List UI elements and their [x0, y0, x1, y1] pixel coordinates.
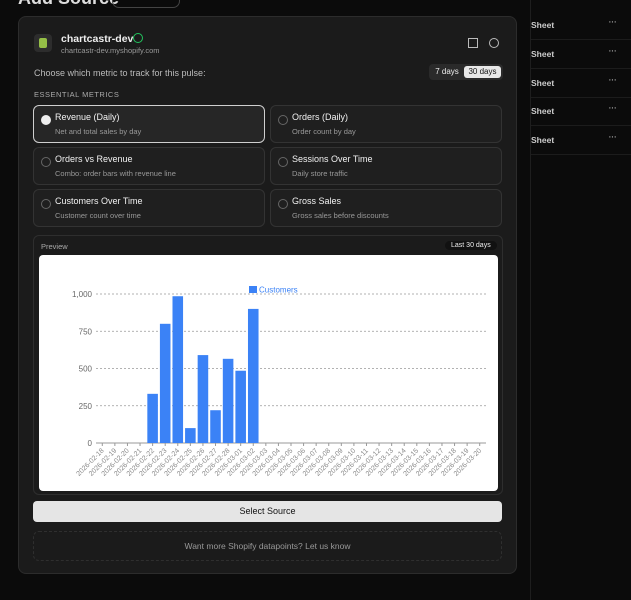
legend-label: Customers [259, 286, 298, 295]
y-tick-label: 750 [79, 327, 93, 336]
page-title: Add Source [18, 0, 119, 9]
row-divider [531, 154, 631, 156]
metric-title: Revenue (Daily) [55, 112, 120, 122]
divider [530, 0, 531, 600]
metric-option[interactable]: Customers Over Time Customer count over t… [33, 189, 265, 227]
prompt: Choose which metric to track for this pu… [34, 68, 206, 78]
range-button[interactable]: 7 days [435, 67, 459, 76]
metric-option[interactable]: Gross Sales Gross sales before discounts [270, 189, 502, 227]
metric-title: Orders (Daily) [292, 112, 349, 122]
sheet-tag[interactable]: Sheet [531, 106, 555, 117]
radio [41, 157, 51, 167]
feedback-link[interactable]: Want more Shopify datapoints? Let us kno… [33, 531, 502, 561]
sheet-tag[interactable]: Sheet [531, 48, 555, 59]
sheet-tag[interactable]: Sheet [531, 135, 555, 146]
preview-label: Preview [41, 242, 68, 251]
legend-swatch [249, 286, 257, 293]
bar [235, 370, 246, 443]
metric-desc: Net and total sales by day [55, 127, 142, 136]
settings-icon[interactable] [489, 38, 499, 48]
radio [41, 199, 51, 209]
bar [247, 308, 259, 443]
metric-option[interactable]: Sessions Over Time Daily store traffic [270, 147, 502, 185]
metric-title: Customers Over Time [55, 196, 143, 206]
more-icon[interactable]: ··· [608, 73, 617, 86]
bar [172, 296, 184, 443]
source-card: chartcastr-dev chartcastr-dev.myshopify.… [18, 16, 517, 574]
radio [278, 199, 288, 209]
bar [185, 428, 196, 443]
radio [41, 115, 51, 125]
metric-option[interactable]: Orders vs Revenue Combo: order bars with … [33, 147, 265, 185]
row-divider [531, 96, 631, 98]
metric-desc: Customer count over time [55, 211, 141, 220]
row-divider [531, 125, 631, 127]
select-source-button[interactable]: Select Source [33, 501, 502, 522]
metric-option[interactable]: Revenue (Daily) Net and total sales by da… [33, 105, 265, 143]
store-name: chartcastr-dev [61, 33, 134, 45]
metric-option[interactable]: Orders (Daily) Order count by day [270, 105, 502, 143]
verified-icon [133, 33, 143, 43]
shopify-icon [34, 34, 52, 52]
metric-desc: Order count by day [292, 127, 356, 136]
radio [278, 157, 288, 167]
bar [197, 355, 209, 443]
more-icon[interactable]: ··· [608, 16, 617, 28]
y-tick-label: 1,000 [72, 290, 93, 299]
chart: 02505007501,0002026-02-182026-02-192026-… [39, 255, 498, 491]
row-divider [531, 67, 631, 69]
radio [278, 115, 288, 125]
more-icon[interactable]: ··· [608, 44, 617, 57]
sheet-tag[interactable]: Sheet [531, 77, 555, 88]
section-title: ESSENTIAL METRICS [34, 90, 120, 99]
metric-title: Sessions Over Time [292, 154, 373, 164]
bar [210, 410, 221, 443]
more-icon[interactable]: ··· [608, 131, 617, 144]
metric-title: Orders vs Revenue [55, 154, 133, 164]
range-button[interactable]: 30 days [464, 66, 501, 78]
preview-panel: Preview Last 30 days 0 250 500 750 1,000 2026… [33, 235, 503, 495]
row-divider [531, 39, 631, 40]
range-toggle: 7 days 30 days [429, 64, 503, 80]
header-control[interactable] [112, 0, 180, 8]
sheet-tag[interactable]: Sheet [531, 20, 555, 30]
metric-desc: Daily store traffic [292, 169, 348, 178]
metric-title: Gross Sales [292, 196, 342, 206]
open-link-icon[interactable] [468, 38, 478, 48]
more-icon[interactable]: ··· [608, 102, 617, 115]
y-tick-label: 500 [79, 365, 93, 374]
store-domain: chartcastr-dev.myshopify.com [61, 46, 160, 55]
metric-desc: Gross sales before discounts [292, 211, 389, 220]
bar [147, 393, 158, 443]
preview-badge: Last 30 days [445, 241, 497, 250]
metric-desc: Combo: order bars with revenue line [55, 169, 176, 178]
bar [159, 323, 171, 443]
y-tick-label: 0 [88, 439, 93, 448]
y-tick-label: 250 [79, 402, 93, 411]
bar [222, 358, 234, 443]
